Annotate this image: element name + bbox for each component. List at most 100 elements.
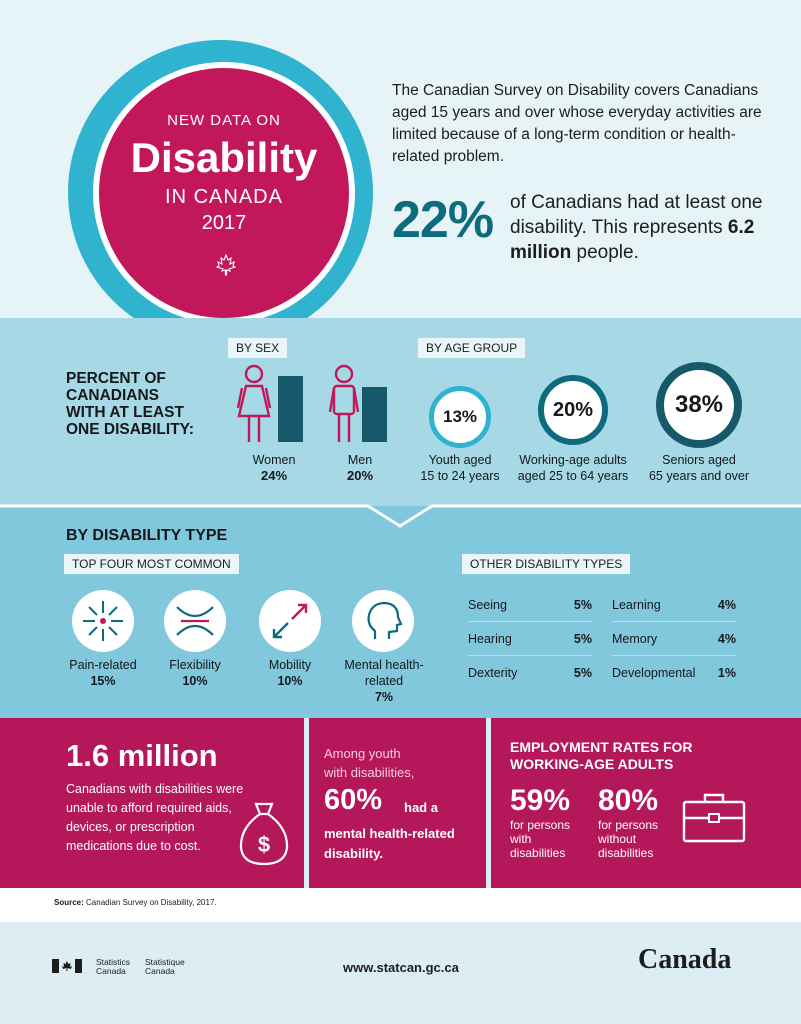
stat-text-2: people. [576, 242, 639, 263]
types-title: BY DISABILITY TYPE [66, 527, 228, 544]
svg-text:$: $ [258, 832, 270, 857]
stat-22-percent: 22% [392, 191, 494, 249]
statcan-fr-2: Canada [145, 966, 175, 976]
woman-icon [236, 364, 272, 442]
seniors-caption: Seniors aged 65 years and over [638, 452, 760, 484]
badge-title: Disability [130, 134, 318, 181]
youth-text-1: mental health-related [324, 826, 455, 841]
man-icon [328, 364, 360, 442]
type-value: 4% [717, 597, 736, 612]
employment-panel: EMPLOYMENT RATES FOR WORKING-AGE ADULTS … [491, 718, 801, 888]
emp-without-value: 80% [598, 784, 659, 817]
type-label: Learning [612, 597, 661, 612]
type-row-memory: Memory 4% [612, 622, 736, 656]
head-icon [367, 601, 403, 639]
flexibility-icon [176, 606, 214, 636]
type-value: 5% [573, 631, 592, 646]
stat-text-1: of Canadians had at least one disability… [510, 192, 763, 238]
mobility-label: Mobility [268, 658, 312, 672]
type-label: Hearing [468, 631, 512, 646]
footer: Statistics Canada Statistique Canada www… [0, 922, 801, 1024]
canada-wordmark: Canada [638, 944, 732, 975]
statcan-fr: Statistique Canada [145, 958, 185, 976]
other-types-tag: OTHER DISABILITY TYPES [462, 554, 631, 574]
briefcase-icon [682, 793, 746, 843]
pain-value: 15% [90, 674, 116, 688]
source-text: Canadian Survey on Disability, 2017. [86, 898, 217, 907]
money-bag-icon: $ [239, 802, 289, 866]
emp-with-text: for persons with disabilities [510, 818, 570, 860]
working-line1: Working-age adults [519, 453, 627, 467]
pain-label: Pain-related [69, 658, 137, 672]
cost-panel: 1.6 million Canadians with disabilities … [0, 718, 304, 888]
pain-caption: Pain-related 15% [56, 657, 150, 689]
prevalence-title-line3: WITH AT LEAST [66, 404, 184, 421]
flexibility-label: Flexibility [169, 658, 221, 672]
youth-intro: Among youth with disabilities, [324, 744, 414, 782]
emp-with-3: disabilities [510, 846, 566, 860]
top-four-tag: TOP FOUR MOST COMMON [64, 554, 239, 574]
source-label: Source: [54, 898, 84, 907]
type-row-hearing: Hearing 5% [468, 622, 592, 656]
badge-line-1: NEW DATA ON [167, 112, 281, 129]
seniors-line2: 65 years and over [648, 469, 750, 483]
badge-year: 2017 [201, 212, 247, 234]
mental-health-value: 7% [374, 690, 394, 704]
sex-bar-men [362, 387, 387, 442]
section-divider [0, 504, 801, 528]
type-value: 5% [573, 666, 592, 680]
mobility-value: 10% [277, 674, 303, 688]
sex-bar-women [278, 376, 303, 442]
by-age-tag: BY AGE GROUP [418, 338, 526, 358]
mobility-caption: Mobility 10% [246, 657, 334, 689]
working-line2: aged 25 to 64 years [517, 469, 629, 483]
youth-value: 60% [324, 784, 383, 816]
other-types-right: Learning 4% Memory 4% Developmental 1% [612, 588, 736, 690]
statcan-fr-1: Statistique [145, 957, 185, 967]
type-row-learning: Learning 4% [612, 588, 736, 622]
website-link[interactable]: www.statcan.gc.ca [343, 960, 459, 975]
emp-with-2: with [510, 832, 532, 846]
type-label: Seeing [468, 597, 507, 612]
youth-had: had a [404, 800, 438, 815]
emp-with-value: 59% [510, 784, 571, 817]
source-note: Source: Canadian Survey on Disability, 2… [0, 888, 801, 922]
mental-health-circle [352, 590, 414, 652]
type-value: 4% [717, 631, 736, 646]
youth-text-2: disability. [324, 846, 383, 861]
men-value: 20% [346, 468, 374, 483]
youth-circle: 13% [429, 386, 491, 448]
type-row-developmental: Developmental 1% [612, 656, 736, 690]
flexibility-circle [164, 590, 226, 652]
flexibility-caption: Flexibility 10% [150, 657, 240, 689]
million-value: 1.6 million [66, 738, 218, 773]
working-age-caption: Working-age adults aged 25 to 64 years [508, 452, 638, 484]
badge-line-3: IN CANADA [165, 186, 283, 208]
prevalence-title-line4: ONE DISABILITY: [66, 421, 195, 438]
working-age-circle: 20% [538, 375, 608, 445]
stat-22-text: of Canadians had at least one disability… [510, 190, 780, 265]
prevalence-title-line1: PERCENT OF [66, 370, 166, 387]
women-label: Women [252, 453, 296, 467]
men-label: Men [347, 453, 373, 467]
type-label: Memory [612, 631, 658, 646]
mobility-icon [272, 603, 308, 639]
type-label: Developmental [612, 666, 696, 680]
emp-without-2: without [598, 832, 637, 846]
mobility-circle [259, 590, 321, 652]
emp-without-text: for persons without disabilities [598, 818, 658, 860]
youth-line1: Youth aged [428, 453, 492, 467]
other-types-left: Seeing 5% Hearing 5% Dexterity 5% [468, 588, 592, 690]
maple-leaf-icon [216, 254, 236, 276]
intro-text: The Canadian Survey on Disability covers… [392, 82, 762, 165]
youth-panel: Among youth with disabilities, 60% had a… [309, 718, 486, 888]
pain-circle [72, 590, 134, 652]
flexibility-value: 10% [182, 674, 208, 688]
employment-title: EMPLOYMENT RATES FOR WORKING-AGE ADULTS [510, 739, 693, 773]
type-label: Dexterity [468, 666, 518, 680]
youth-caption: Youth aged 15 to 24 years [404, 452, 516, 484]
stat-bold: 6.2 million [510, 217, 755, 263]
by-sex-tag: BY SEX [228, 338, 288, 358]
men-caption: Men 20% [320, 452, 400, 484]
emp-without-3: disabilities [598, 846, 654, 860]
